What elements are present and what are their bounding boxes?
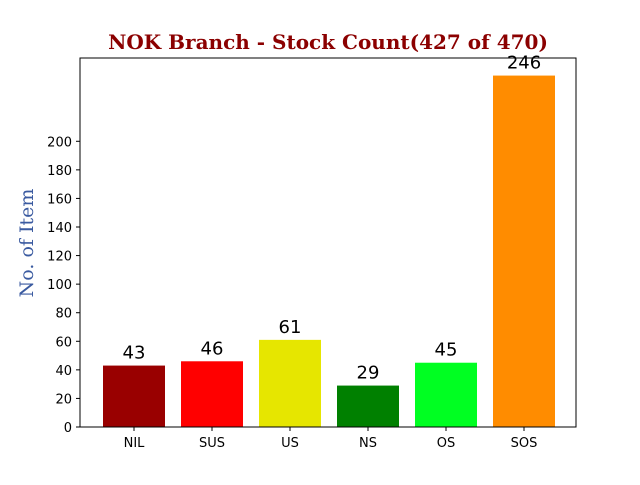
- bar-sus: [181, 361, 243, 427]
- data-label-ns: 29: [357, 363, 380, 384]
- y-tick-label: 40: [55, 364, 72, 379]
- y-tick-label: 0: [64, 421, 72, 436]
- x-tick-label: SUS: [199, 436, 225, 451]
- x-axis-ticks: NIL SUS US NS OS SOS: [124, 427, 538, 451]
- plot-area-frame: [79, 57, 577, 428]
- x-tick-label: US: [281, 436, 299, 451]
- data-label-us: 61: [279, 317, 302, 338]
- y-tick-label: 80: [55, 307, 72, 322]
- data-label-sus: 46: [201, 338, 224, 359]
- y-axis-ticks: 0 20 40 60 80 100 120 140 160 180 200: [47, 135, 80, 436]
- data-labels: 43 46 61 29 45 246: [123, 53, 542, 384]
- bar-nil: [103, 365, 165, 427]
- x-tick-label: NS: [359, 436, 377, 451]
- y-tick-label: 100: [47, 278, 72, 293]
- y-tick-label: 180: [47, 164, 72, 179]
- y-tick-label: 120: [47, 250, 72, 265]
- chart-title: NOK Branch - Stock Count(427 of 470): [108, 30, 548, 54]
- x-tick-label: NIL: [124, 436, 146, 451]
- y-tick-label: 60: [55, 335, 72, 350]
- data-label-nil: 43: [123, 343, 146, 364]
- bar-os: [415, 362, 477, 427]
- data-label-sos: 246: [507, 53, 541, 74]
- x-tick-label: OS: [437, 436, 455, 451]
- data-label-os: 45: [435, 340, 458, 361]
- y-tick-label: 20: [55, 392, 72, 407]
- bar-ns: [337, 385, 399, 427]
- y-tick-label: 140: [47, 221, 72, 236]
- bars-layer: [103, 75, 555, 428]
- bar-sos: [493, 75, 555, 428]
- x-tick-label: SOS: [511, 436, 538, 451]
- y-axis-label: No. of Item: [16, 189, 38, 298]
- y-tick-label: 200: [47, 135, 72, 150]
- y-tick-label: 160: [47, 192, 72, 207]
- bar-us: [259, 339, 321, 427]
